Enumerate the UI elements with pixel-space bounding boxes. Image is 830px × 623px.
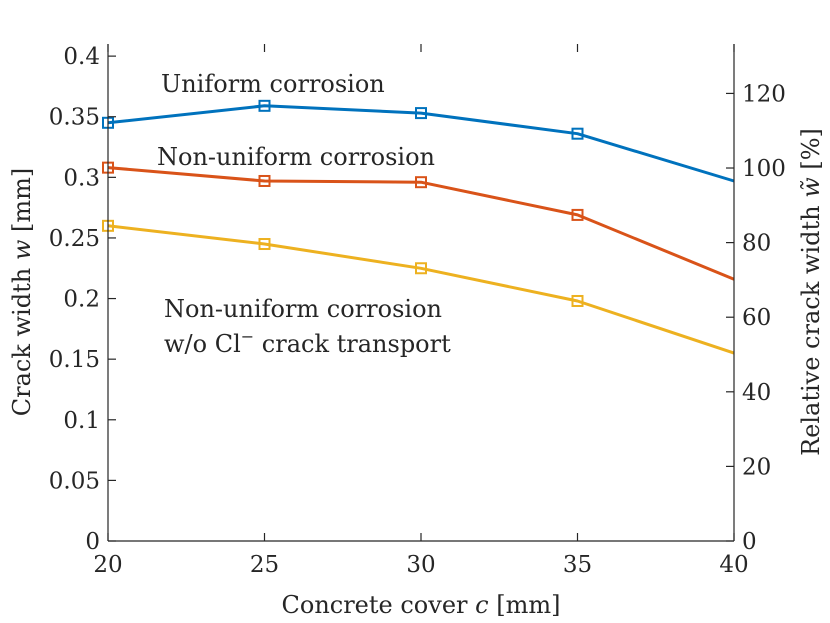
data-point-non-uniform-corrosion <box>258 174 271 187</box>
y2-tick-label: 120 <box>742 81 786 107</box>
y2-axis-label: Relative crack width w̃ [%] <box>797 128 825 456</box>
data-point-non-uniform-corrosion-w-o-cl-crack-transport <box>258 238 271 251</box>
x-axis-label-var: c <box>475 591 488 619</box>
x-tick-label: 30 <box>406 552 435 578</box>
y2-axis-label-unit: [%] <box>797 128 825 170</box>
y2-axis-label-var: w̃ <box>797 177 825 198</box>
annotation-nocl-suffix: crack transport <box>254 330 451 358</box>
y2-tick-label: 80 <box>742 231 771 257</box>
annotation-uniform: Uniform corrosion <box>161 70 385 98</box>
x-axis-label-prefix: Concrete cover <box>282 591 469 619</box>
y2-tick-label: 60 <box>742 305 771 331</box>
y-axis-label-prefix: Crack width <box>8 268 36 416</box>
y2-axis-label-prefix: Relative crack width <box>797 205 825 456</box>
annotation-nocl-line1: Non-uniform corrosion <box>164 295 442 323</box>
y-tick-label: 0.3 <box>63 165 100 191</box>
x-axis-label: Concrete cover c [mm] <box>282 591 561 619</box>
data-point-uniform-corrosion <box>415 107 427 120</box>
x-tick-label: 25 <box>250 552 279 578</box>
y-tick-label: 0.15 <box>49 347 100 373</box>
series-line-non-uniform-corrosion <box>107 166 735 281</box>
data-point-non-uniform-corrosion <box>571 208 584 221</box>
x-tick-label: 20 <box>93 552 122 578</box>
y-axis-label-unit: [mm] <box>8 168 36 232</box>
y-tick-label: 0.25 <box>49 226 100 252</box>
x-tick-label: 35 <box>563 552 592 578</box>
series-line-uniform-corrosion <box>107 104 735 183</box>
y2-tick-label: 100 <box>742 156 786 182</box>
data-point-uniform-corrosion <box>571 127 584 140</box>
y-tick-label: 0 <box>85 529 100 555</box>
data-point-non-uniform-corrosion-w-o-cl-crack-transport <box>415 262 427 275</box>
y-tick-label: 0.2 <box>63 287 100 313</box>
x-tick-label: 40 <box>719 552 748 578</box>
y-tick-label: 0.35 <box>49 105 100 131</box>
series-line-non-uniform-corrosion-w-o-cl-crack-transport <box>107 224 735 355</box>
annotation-nocl-line2: w/o Cl− crack transport <box>164 327 451 358</box>
data-point-non-uniform-corrosion <box>415 176 427 189</box>
y2-tick-label: 0 <box>742 529 757 555</box>
plot-area <box>108 44 734 541</box>
data-point-non-uniform-corrosion-w-o-cl-crack-transport <box>571 294 584 307</box>
y-tick-label: 0.4 <box>63 44 100 70</box>
x-axis-label-unit: [mm] <box>496 591 560 619</box>
y2-tick-label: 40 <box>742 380 771 406</box>
y-tick-label: 0.1 <box>63 408 100 434</box>
data-point-uniform-corrosion <box>258 99 271 112</box>
y-axis-label-var: w <box>8 239 36 260</box>
y-axis-label: Crack width w [mm] <box>8 168 36 417</box>
ticks-layer: 20 25 30 35 4000.050.10.150.20.250.30.350.40… <box>49 44 786 578</box>
annotation-nocl-sup: − <box>241 327 254 346</box>
y-tick-label: 0.05 <box>49 468 100 494</box>
annotation-nocl-prefix: w/o Cl <box>164 330 241 358</box>
annotation-nonuniform: Non-uniform corrosion <box>157 143 435 171</box>
y2-tick-label: 20 <box>742 454 771 480</box>
